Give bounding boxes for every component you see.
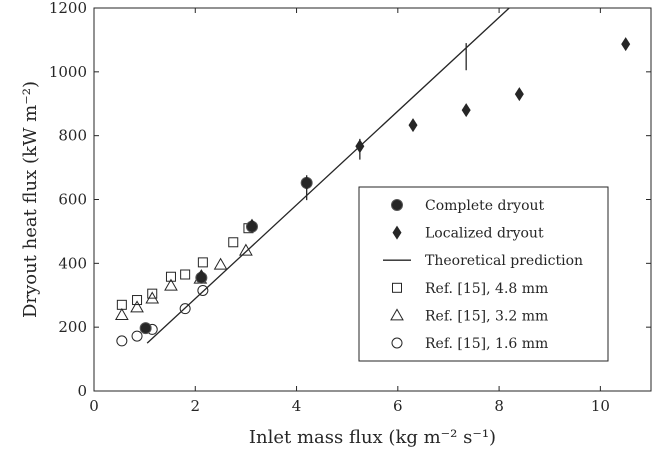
y-tick-label: 1200: [49, 0, 87, 17]
legend-entry: Ref. [15], 1.6 mm: [425, 336, 548, 352]
localized-dryout-point: [461, 103, 471, 118]
prediction-line: [146, 7, 510, 344]
legend-entry: Complete dryout: [425, 198, 545, 214]
data-marks: [114, 7, 631, 347]
x-tick-label: 2: [190, 397, 200, 415]
axis-ticks: 0 2 4 6 8 10 0 200 400 600 800 1000 1200: [49, 0, 651, 415]
localized-dryout-point: [196, 269, 206, 284]
legend-marker: [392, 225, 402, 240]
complete-dryout-point: [139, 322, 152, 335]
legend-marker: [390, 308, 404, 321]
ref-15-1-6-mm-point: [197, 284, 209, 296]
ref-15-4-8-mm-point: [165, 271, 176, 282]
x-axis-label: Inlet mass flux (kg m⁻² s⁻¹): [249, 427, 496, 448]
ref-15-3-2-mm-point: [130, 300, 144, 313]
localized-dryout-point: [247, 218, 257, 233]
ref-15-1-6-mm-point: [179, 303, 191, 315]
legend-entry: Ref. [15], 4.8 mm: [425, 281, 548, 297]
legend: Complete dryout Localized dryout Theoretic…: [358, 186, 609, 362]
y-tick-label: 0: [77, 382, 87, 400]
localized-dryout-point: [302, 176, 312, 191]
ref-15-4-8-mm-point: [147, 288, 158, 299]
x-tick-label: 0: [89, 397, 99, 415]
x-tick-label: 10: [591, 397, 610, 415]
ref-15-4-8-mm-point: [116, 299, 127, 310]
ref-15-3-2-mm-point: [239, 243, 253, 256]
x-tick-label: 4: [292, 397, 302, 415]
y-tick-label: 200: [58, 318, 87, 336]
x-tick-label: 8: [494, 397, 504, 415]
localized-dryout-point: [408, 118, 418, 133]
legend-entry: Ref. [15], 3.2 mm: [425, 308, 548, 324]
ref-15-3-2-mm-point: [164, 278, 178, 291]
localized-dryout-point: [355, 139, 365, 154]
x-tick-label: 6: [393, 397, 403, 415]
legend-marker: [391, 337, 403, 349]
ref-15-4-8-mm-point: [180, 269, 191, 280]
ref-15-3-2-mm-point: [145, 291, 160, 304]
legend-box: [358, 186, 609, 362]
ref-15-4-8-mm-point: [132, 295, 143, 306]
legend-marker: [391, 199, 403, 211]
y-tick-label: 600: [58, 191, 87, 209]
legend-marker: [392, 282, 402, 293]
y-axis-label: Dryout heat flux (kW m⁻²): [20, 81, 41, 318]
y-tick-label: 400: [58, 254, 87, 272]
ref-15-4-8-mm-point: [228, 237, 239, 248]
legend-entry: Localized dryout: [425, 226, 544, 242]
legend-entry: Theoretical prediction: [425, 253, 583, 269]
ref-15-4-8-mm-point: [197, 257, 208, 268]
ref-15-3-2-mm-point: [213, 257, 228, 270]
y-tick-label: 1000: [49, 63, 87, 81]
localized-dryout-point: [621, 37, 631, 52]
ref-15-1-6-mm-point: [116, 335, 128, 347]
y-tick-label: 800: [58, 127, 87, 145]
localized-dryout-point: [514, 87, 524, 102]
ref-15-1-6-mm-point: [131, 330, 143, 342]
ref-15-3-2-mm-point: [114, 308, 129, 321]
